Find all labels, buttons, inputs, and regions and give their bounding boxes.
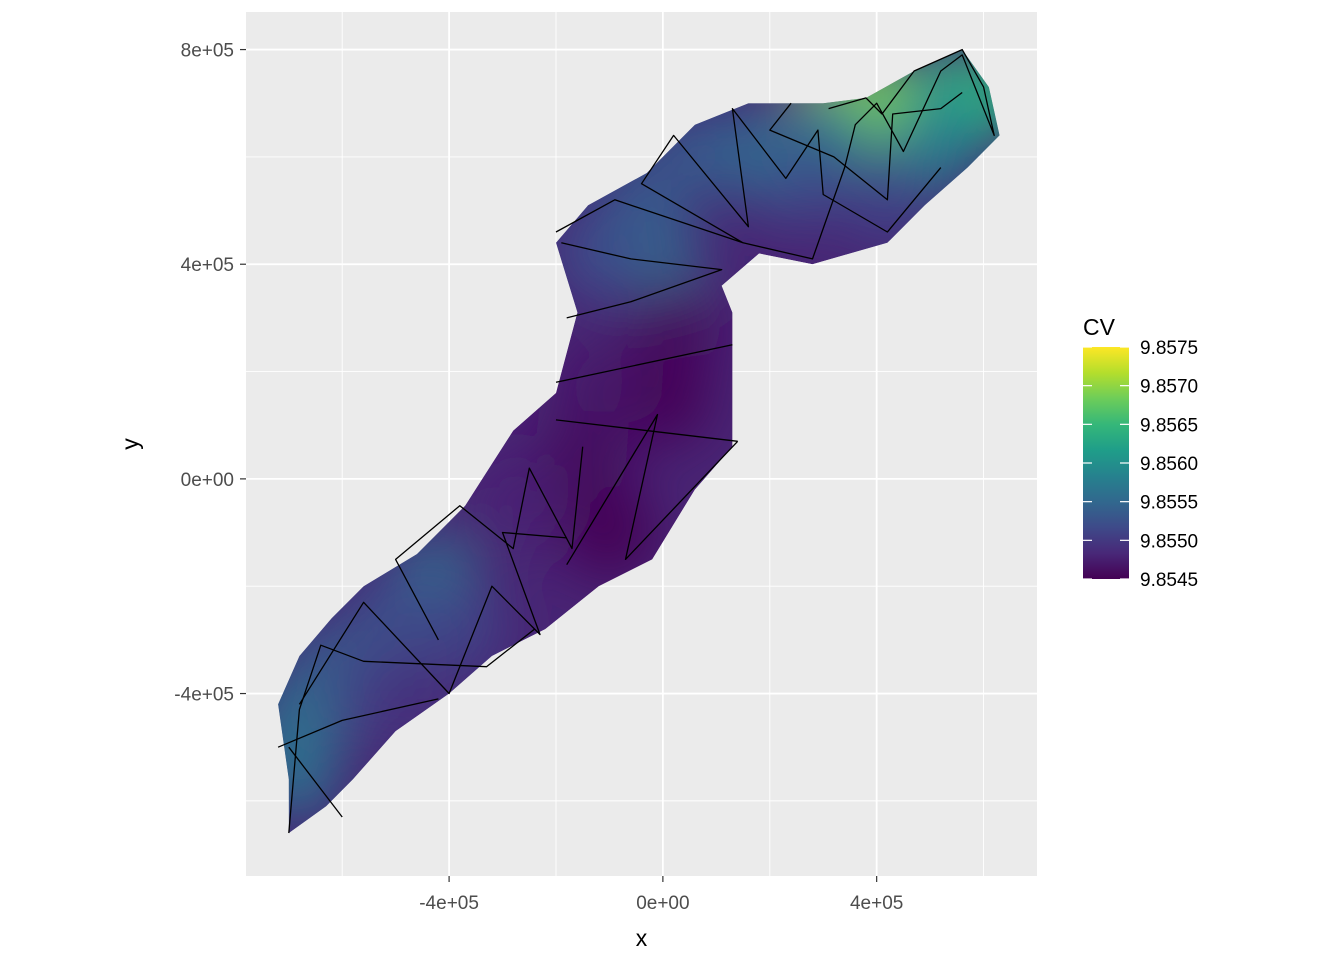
- transect-line: [555, 344, 733, 383]
- legend-label: 9.8550: [1140, 531, 1198, 552]
- legend-title: CV: [1083, 314, 1116, 340]
- transect-line: [769, 91, 963, 201]
- y-axis: -4e+05 0e+00 4e+05 8e+05: [174, 41, 246, 706]
- x-tick-label: -4e+05: [419, 893, 479, 914]
- y-tick-label: 8e+05: [181, 41, 234, 62]
- transect-line: [277, 698, 439, 748]
- legend-label: 9.8575: [1140, 338, 1198, 359]
- legend-label: 9.8565: [1140, 415, 1198, 436]
- y-tick-label: -4e+05: [174, 685, 234, 706]
- x-axis-title: x: [636, 925, 648, 951]
- cv-sample: [467, 459, 560, 552]
- cv-legend: CV 9.85459.85509.85559.85609.85659.85709…: [1083, 314, 1198, 591]
- cv-sample: [552, 207, 645, 300]
- transect-line: [555, 419, 738, 442]
- transect-line: [288, 628, 536, 834]
- cv-sample: [563, 486, 656, 579]
- legend-ticks: 9.8545 9.8550 9.8555 9.8560 9.8565 9.8570 9.85…: [1083, 338, 1198, 591]
- transect-line: [298, 531, 567, 705]
- transect-line: [742, 48, 995, 260]
- legend-label: 9.8560: [1140, 454, 1198, 475]
- y-tick-label: 4e+05: [181, 255, 234, 276]
- y-axis-title: y: [117, 438, 143, 450]
- cv-sample: [552, 336, 645, 429]
- transect-line: [555, 107, 942, 244]
- transect-lines: [277, 48, 995, 834]
- legend-label: 9.8545: [1140, 570, 1198, 591]
- x-tick-label: 0e+00: [636, 893, 689, 914]
- cv-sample: [536, 411, 629, 504]
- transect-line: [288, 746, 343, 818]
- x-axis: -4e+05 0e+00 4e+05: [419, 876, 903, 914]
- y-tick-label: 0e+00: [181, 470, 234, 491]
- transect-line: [566, 413, 739, 566]
- transect-line: [561, 242, 723, 319]
- cv-sample: [627, 282, 720, 375]
- legend-label: 9.8555: [1140, 493, 1198, 514]
- transect-line: [394, 446, 584, 641]
- cv-sample: [349, 567, 442, 660]
- legend-label: 9.8570: [1140, 377, 1198, 398]
- x-tick-label: 4e+05: [850, 893, 903, 914]
